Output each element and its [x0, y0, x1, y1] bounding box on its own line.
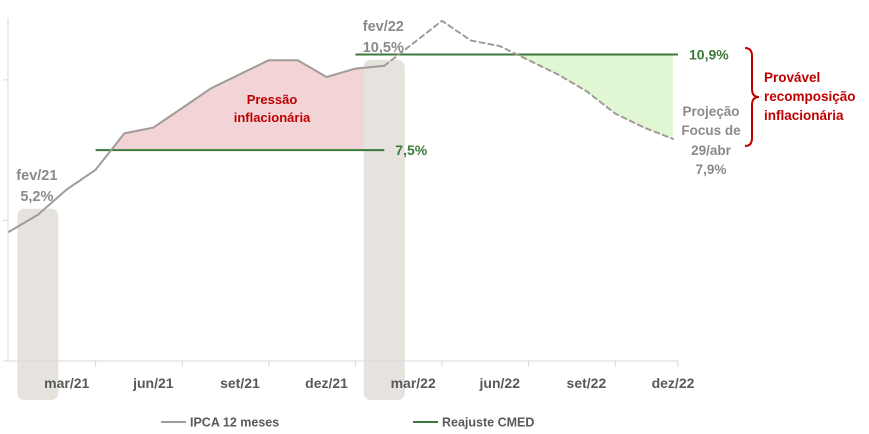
ipca-line-projection: [383, 19, 674, 140]
axes: mar/21 jun/21 set/21 dez/21 mar/22 jun/22 set/…: [3, 18, 695, 391]
legend-label-cmed: Reajuste CMED: [442, 416, 534, 430]
legend-item-cmed: Reajuste CMED: [413, 416, 534, 430]
highlight-labels: fev/21 5,2% fev/22 10,5%: [16, 19, 404, 205]
projection-label-line: 29/abr: [691, 143, 732, 158]
legend-item-ipca: IPCA 12 meses: [161, 416, 279, 430]
reajuste-value-label: 10,9%: [689, 47, 729, 63]
x-tick-label: dez/21: [305, 375, 348, 391]
y-ticks: [3, 79, 8, 362]
reajuste-labels: 7,5% 10,9%: [395, 47, 729, 159]
x-tick-label: jun/22: [479, 375, 521, 391]
highlight-bands: [17, 59, 405, 401]
recomposition-label-line: recomposição: [764, 89, 856, 104]
x-tick-label: jun/21: [132, 375, 174, 391]
x-tick-label: mar/21: [44, 375, 89, 391]
highlight-band: [363, 59, 405, 401]
pressure-label-line: Pressão: [247, 92, 298, 107]
x-tick-labels: mar/21 jun/21 set/21 dez/21 mar/22 jun/22 set/…: [44, 375, 694, 391]
x-tick-label: set/22: [567, 375, 607, 391]
x-tick-label: dez/22: [652, 375, 695, 391]
x-ticks: [95, 361, 679, 367]
recomposition-label-line: inflacionária: [764, 108, 844, 123]
highlight-date-label: fev/21: [16, 168, 57, 184]
highlight-date-label: fev/22: [363, 19, 404, 35]
highlight-value-label: 10,5%: [363, 40, 404, 56]
reajuste-value-label: 7,5%: [395, 142, 427, 158]
ipca-line-actual: [8, 59, 386, 233]
x-tick-label: mar/22: [391, 375, 436, 391]
pressure-label: Pressão inflacionária: [234, 92, 311, 125]
projection-label-line: Projeção: [682, 104, 739, 119]
recomposition-label: Provável recomposição inflacionária: [764, 70, 856, 123]
pressure-label-line: inflacionária: [234, 110, 311, 125]
shaded-regions: [95, 54, 673, 151]
recomposition-label-line: Provável: [764, 70, 820, 85]
projection-label-line: 7,9%: [696, 162, 727, 177]
projection-label: Projeção Focus de 29/abr 7,9%: [681, 104, 741, 177]
highlight-value-label: 5,2%: [20, 189, 53, 205]
x-tick-label: set/21: [220, 375, 260, 391]
legend: IPCA 12 meses Reajuste CMED: [161, 416, 534, 430]
recomposition-region: [442, 54, 673, 139]
projection-label-line: Focus de: [681, 123, 741, 138]
pressure-region: [95, 60, 385, 151]
curly-bracket-icon: [744, 47, 760, 147]
legend-label-ipca: IPCA 12 meses: [190, 416, 279, 430]
highlight-band: [17, 208, 59, 400]
